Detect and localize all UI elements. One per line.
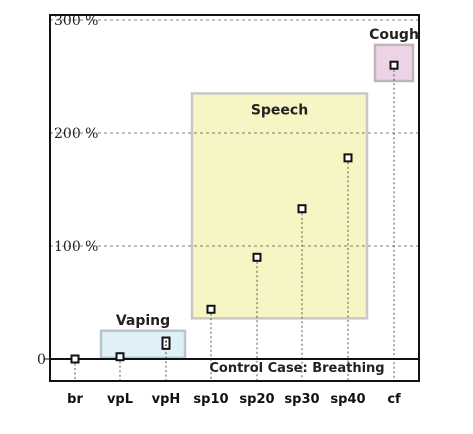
plot-frame <box>49 14 420 382</box>
point-cf <box>389 60 399 70</box>
point-sp10 <box>206 304 216 314</box>
point-vpL <box>115 352 125 362</box>
x-tick-vpH: vpH <box>152 392 181 407</box>
point-vpH <box>161 336 171 350</box>
point-sp40 <box>343 153 353 163</box>
point-sp30 <box>297 204 307 214</box>
x-tick-sp40: sp40 <box>330 392 365 407</box>
y-tick-0: 0 <box>37 352 46 368</box>
y-axis-ticks: 0 100 % 200 % 300 % <box>37 13 98 368</box>
gridlines <box>50 19 419 247</box>
x-tick-sp20: sp20 <box>239 392 274 407</box>
stems <box>74 65 395 381</box>
region-label-speech: Speech <box>251 102 308 118</box>
data-points <box>70 60 399 364</box>
region-vaping <box>99 329 187 360</box>
region-boxes <box>99 43 415 360</box>
region-label-vaping: Vaping <box>116 313 170 329</box>
region-speech <box>190 92 369 320</box>
x-tick-sp10: sp10 <box>193 392 228 407</box>
point-br <box>70 354 80 364</box>
x-tick-cf: cf <box>387 392 401 407</box>
y-tick-200: 200 % <box>54 126 98 142</box>
region-labels: Vaping Speech Cough Control Case: Breathing <box>116 27 419 376</box>
y-tick-100: 100 % <box>54 239 98 255</box>
region-label-cough: Cough <box>369 27 419 43</box>
x-tick-sp30: sp30 <box>284 392 319 407</box>
baseline-label: Control Case: Breathing <box>209 361 384 376</box>
y-tick-300: 300 % <box>54 13 98 29</box>
point-sp20 <box>252 252 262 262</box>
x-tick-br: br <box>67 392 83 407</box>
x-axis-ticks: br vpL vpH sp10 sp20 sp30 sp40 cf <box>67 392 401 407</box>
x-tick-vpL: vpL <box>107 392 133 407</box>
